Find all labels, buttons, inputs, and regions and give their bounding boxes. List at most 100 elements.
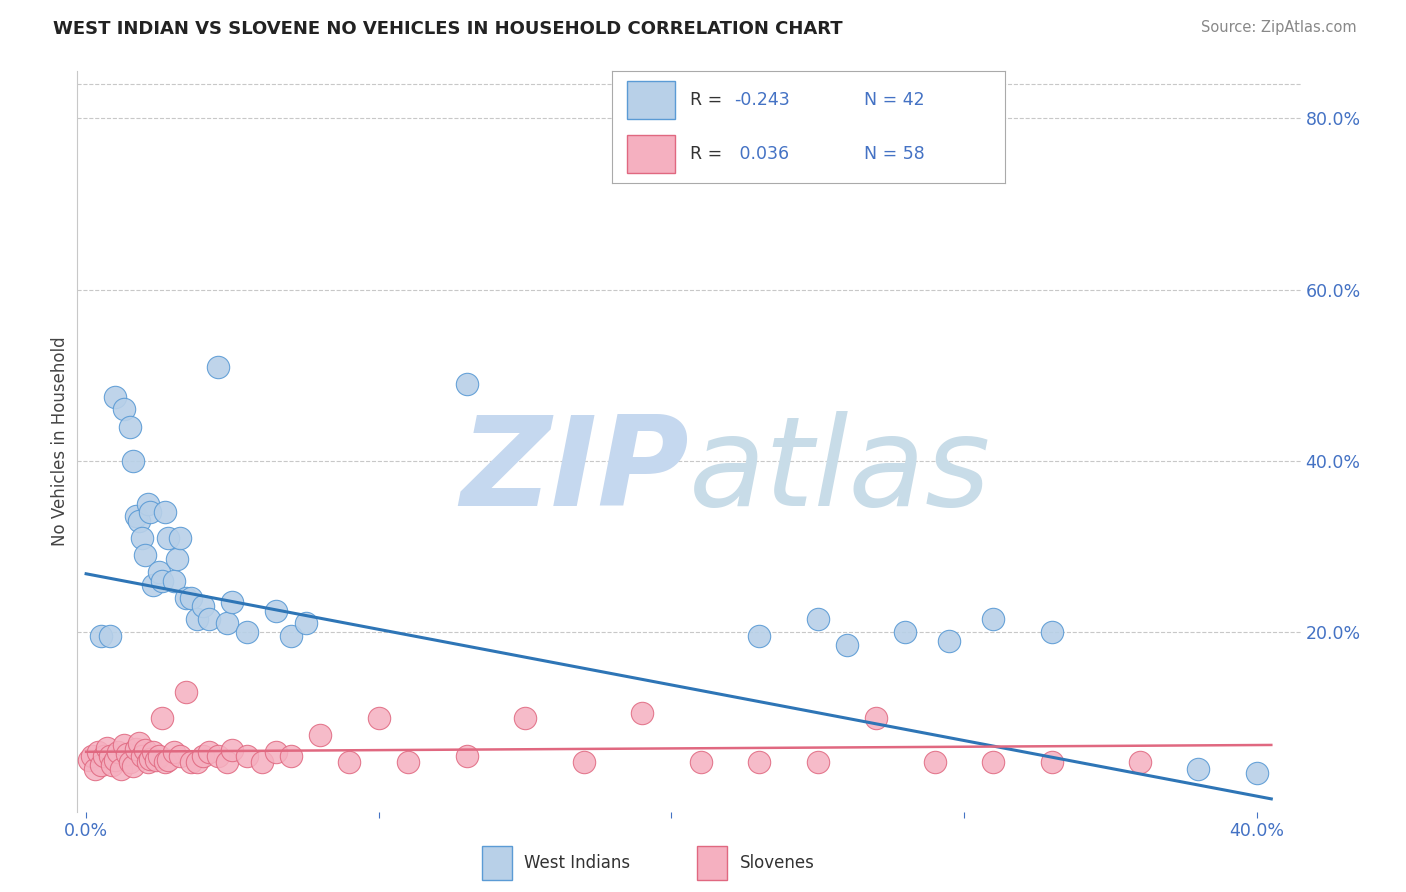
Point bbox=[198, 745, 221, 759]
Point bbox=[1040, 624, 1063, 639]
Point bbox=[112, 402, 135, 417]
Point bbox=[981, 755, 1004, 769]
Text: atlas: atlas bbox=[689, 410, 991, 532]
Point bbox=[128, 514, 150, 528]
Point bbox=[148, 565, 170, 579]
Point bbox=[169, 531, 191, 545]
Point bbox=[266, 604, 288, 618]
Point bbox=[807, 612, 830, 626]
Text: WEST INDIAN VS SLOVENE NO VEHICLES IN HOUSEHOLD CORRELATION CHART: WEST INDIAN VS SLOVENE NO VEHICLES IN HO… bbox=[53, 20, 844, 37]
Point bbox=[136, 497, 159, 511]
Text: R =: R = bbox=[690, 145, 728, 163]
Point bbox=[174, 591, 197, 605]
Point bbox=[80, 749, 103, 764]
Point bbox=[236, 749, 259, 764]
Point bbox=[456, 376, 478, 391]
Point bbox=[236, 624, 259, 639]
Point bbox=[136, 755, 159, 769]
Point bbox=[166, 552, 188, 566]
Point bbox=[748, 629, 770, 643]
Point bbox=[96, 740, 118, 755]
Point bbox=[139, 505, 162, 519]
Point bbox=[153, 755, 176, 769]
Y-axis label: No Vehicles in Household: No Vehicles in Household bbox=[51, 336, 69, 547]
Point bbox=[1129, 755, 1152, 769]
Text: West Indians: West Indians bbox=[524, 854, 630, 872]
Point bbox=[134, 548, 156, 562]
Point bbox=[148, 749, 170, 764]
Point bbox=[93, 749, 115, 764]
Bar bbox=[697, 846, 727, 880]
Text: N = 42: N = 42 bbox=[863, 91, 924, 110]
Point bbox=[98, 629, 121, 643]
Point bbox=[456, 749, 478, 764]
Point bbox=[689, 755, 711, 769]
Point bbox=[250, 755, 273, 769]
Point bbox=[894, 624, 917, 639]
Point bbox=[367, 710, 389, 724]
Point bbox=[150, 710, 173, 724]
Point bbox=[128, 736, 150, 750]
Point bbox=[90, 629, 112, 643]
Point bbox=[309, 728, 332, 742]
Bar bbox=[482, 846, 512, 880]
Point bbox=[150, 574, 173, 588]
Point bbox=[924, 755, 946, 769]
Point bbox=[90, 757, 112, 772]
Point bbox=[280, 629, 302, 643]
Point bbox=[110, 762, 132, 776]
Point bbox=[631, 706, 654, 721]
Point bbox=[145, 753, 167, 767]
Point bbox=[1040, 755, 1063, 769]
Point bbox=[122, 759, 145, 773]
Point bbox=[572, 755, 595, 769]
Point bbox=[101, 757, 124, 772]
Point bbox=[142, 745, 165, 759]
Bar bbox=[627, 81, 675, 120]
Point bbox=[139, 752, 162, 766]
Point bbox=[157, 753, 180, 767]
Point bbox=[294, 616, 316, 631]
Point bbox=[180, 755, 202, 769]
Point bbox=[169, 749, 191, 764]
Point bbox=[104, 753, 127, 767]
Point bbox=[981, 612, 1004, 626]
Point bbox=[131, 531, 153, 545]
Point bbox=[125, 509, 148, 524]
Point bbox=[174, 685, 197, 699]
Point bbox=[87, 745, 110, 759]
Point bbox=[221, 743, 243, 757]
Point bbox=[807, 755, 830, 769]
Point bbox=[163, 745, 186, 759]
Point bbox=[157, 531, 180, 545]
Point bbox=[221, 595, 243, 609]
Text: -0.243: -0.243 bbox=[734, 91, 789, 110]
Point bbox=[163, 574, 186, 588]
Text: Source: ZipAtlas.com: Source: ZipAtlas.com bbox=[1201, 20, 1357, 35]
Point bbox=[396, 755, 419, 769]
Point bbox=[1246, 766, 1268, 780]
Point bbox=[191, 599, 214, 614]
Point bbox=[118, 419, 141, 434]
Point bbox=[131, 749, 153, 764]
Point bbox=[134, 743, 156, 757]
Text: R =: R = bbox=[690, 91, 728, 110]
Point bbox=[191, 749, 214, 764]
Point bbox=[186, 612, 208, 626]
Point bbox=[266, 745, 288, 759]
Point bbox=[104, 390, 127, 404]
Point bbox=[513, 710, 536, 724]
Point bbox=[280, 749, 302, 764]
Point bbox=[115, 747, 138, 761]
Point bbox=[77, 753, 100, 767]
Point bbox=[938, 633, 960, 648]
Point bbox=[207, 749, 229, 764]
Text: ZIP: ZIP bbox=[460, 410, 689, 532]
Point bbox=[1187, 762, 1209, 776]
Point bbox=[186, 755, 208, 769]
Point bbox=[215, 616, 238, 631]
Point bbox=[339, 755, 361, 769]
Text: 0.036: 0.036 bbox=[734, 145, 789, 163]
Point bbox=[125, 742, 148, 756]
Bar bbox=[627, 135, 675, 173]
